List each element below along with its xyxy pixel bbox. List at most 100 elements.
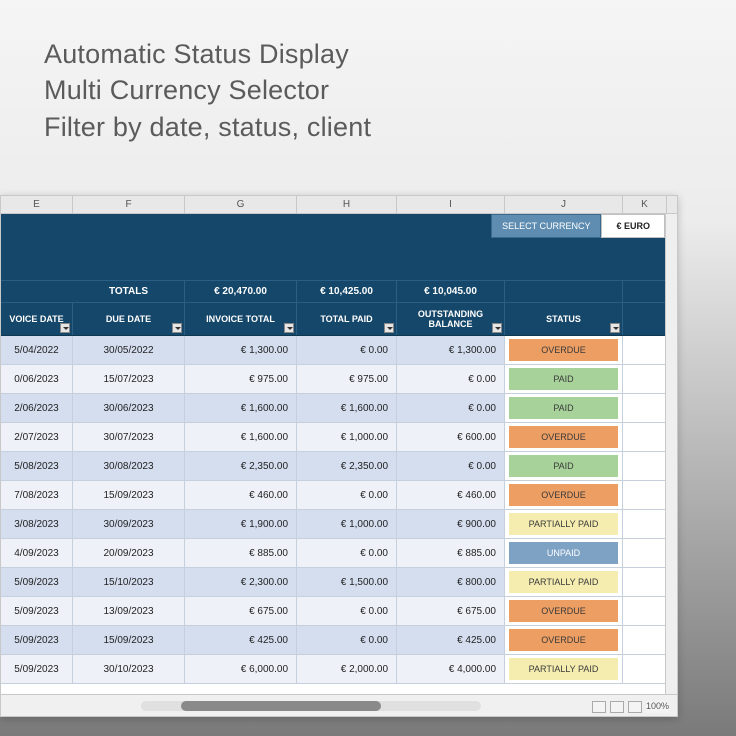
cell-outstanding[interactable]: € 0.00 <box>397 394 505 423</box>
cell-invoice-date[interactable]: 5/04/2022 <box>1 336 73 365</box>
cell-due-date[interactable]: 30/08/2023 <box>73 452 185 481</box>
cell-status[interactable]: UNPAID <box>505 539 623 568</box>
cell-invoice-date[interactable]: 5/09/2023 <box>1 626 73 655</box>
table-row[interactable]: 5/09/202315/09/2023€ 425.00€ 0.00€ 425.0… <box>1 626 677 655</box>
cell-total-paid[interactable]: € 0.00 <box>297 336 397 365</box>
header-status[interactable]: STATUS <box>505 303 623 335</box>
cell-total-paid[interactable]: € 2,350.00 <box>297 452 397 481</box>
cell-invoice-total[interactable]: € 675.00 <box>185 597 297 626</box>
cell-total-paid[interactable]: € 0.00 <box>297 539 397 568</box>
cell-total-paid[interactable]: € 1,600.00 <box>297 394 397 423</box>
cell-outstanding[interactable]: € 1,300.00 <box>397 336 505 365</box>
empty-cell[interactable] <box>623 423 667 452</box>
cell-total-paid[interactable]: € 0.00 <box>297 626 397 655</box>
table-row[interactable]: 5/08/202330/08/2023€ 2,350.00€ 2,350.00€… <box>1 452 677 481</box>
empty-cell[interactable] <box>623 452 667 481</box>
cell-outstanding[interactable]: € 900.00 <box>397 510 505 539</box>
currency-selector[interactable]: € EURO <box>601 214 665 238</box>
empty-cell[interactable] <box>623 481 667 510</box>
view-break-icon[interactable] <box>628 701 642 713</box>
cell-total-paid[interactable]: € 1,000.00 <box>297 510 397 539</box>
scrollbar-thumb[interactable] <box>181 701 381 711</box>
cell-outstanding[interactable]: € 885.00 <box>397 539 505 568</box>
col-letter[interactable]: H <box>297 196 397 213</box>
filter-icon[interactable] <box>172 323 182 333</box>
cell-invoice-date[interactable]: 5/09/2023 <box>1 597 73 626</box>
cell-invoice-date[interactable]: 2/06/2023 <box>1 394 73 423</box>
cell-outstanding[interactable]: € 600.00 <box>397 423 505 452</box>
cell-outstanding[interactable]: € 425.00 <box>397 626 505 655</box>
cell-status[interactable]: OVERDUE <box>505 336 623 365</box>
table-row[interactable]: 5/09/202330/10/2023€ 6,000.00€ 2,000.00€… <box>1 655 677 684</box>
table-row[interactable]: 4/09/202320/09/2023€ 885.00€ 0.00€ 885.0… <box>1 539 677 568</box>
table-row[interactable]: 2/07/202330/07/2023€ 1,600.00€ 1,000.00€… <box>1 423 677 452</box>
cell-outstanding[interactable]: € 460.00 <box>397 481 505 510</box>
filter-icon[interactable] <box>610 323 620 333</box>
cell-outstanding[interactable]: € 4,000.00 <box>397 655 505 684</box>
cell-invoice-total[interactable]: € 425.00 <box>185 626 297 655</box>
empty-cell[interactable] <box>623 336 667 365</box>
filter-icon[interactable] <box>284 323 294 333</box>
empty-cell[interactable] <box>623 568 667 597</box>
header-outstanding[interactable]: OUTSTANDING BALANCE <box>397 303 505 335</box>
cell-total-paid[interactable]: € 0.00 <box>297 481 397 510</box>
cell-invoice-total[interactable]: € 1,600.00 <box>185 423 297 452</box>
cell-invoice-total[interactable]: € 1,300.00 <box>185 336 297 365</box>
cell-total-paid[interactable]: € 0.00 <box>297 597 397 626</box>
cell-status[interactable]: OVERDUE <box>505 423 623 452</box>
cell-status[interactable]: OVERDUE <box>505 481 623 510</box>
cell-due-date[interactable]: 30/09/2023 <box>73 510 185 539</box>
cell-status[interactable]: PAID <box>505 365 623 394</box>
empty-cell[interactable] <box>623 626 667 655</box>
col-letter[interactable]: G <box>185 196 297 213</box>
cell-total-paid[interactable]: € 1,000.00 <box>297 423 397 452</box>
cell-invoice-total[interactable]: € 460.00 <box>185 481 297 510</box>
cell-total-paid[interactable]: € 975.00 <box>297 365 397 394</box>
cell-status[interactable]: PARTIALLY PAID <box>505 510 623 539</box>
cell-invoice-total[interactable]: € 2,300.00 <box>185 568 297 597</box>
table-row[interactable]: 5/04/202230/05/2022€ 1,300.00€ 0.00€ 1,3… <box>1 336 677 365</box>
table-row[interactable]: 5/09/202315/10/2023€ 2,300.00€ 1,500.00€… <box>1 568 677 597</box>
cell-status[interactable]: OVERDUE <box>505 626 623 655</box>
cell-due-date[interactable]: 30/10/2023 <box>73 655 185 684</box>
cell-invoice-date[interactable]: 2/07/2023 <box>1 423 73 452</box>
cell-invoice-total[interactable]: € 6,000.00 <box>185 655 297 684</box>
cell-status[interactable]: PARTIALLY PAID <box>505 655 623 684</box>
header-due-date[interactable]: DUE DATE <box>73 303 185 335</box>
table-row[interactable]: 7/08/202315/09/2023€ 460.00€ 0.00€ 460.0… <box>1 481 677 510</box>
cell-invoice-date[interactable]: 5/08/2023 <box>1 452 73 481</box>
cell-status[interactable]: PAID <box>505 452 623 481</box>
cell-invoice-total[interactable]: € 2,350.00 <box>185 452 297 481</box>
vertical-scrollbar[interactable] <box>665 214 677 694</box>
cell-invoice-date[interactable]: 0/06/2023 <box>1 365 73 394</box>
cell-outstanding[interactable]: € 800.00 <box>397 568 505 597</box>
header-total-paid[interactable]: TOTAL PAID <box>297 303 397 335</box>
cell-status[interactable]: PAID <box>505 394 623 423</box>
empty-cell[interactable] <box>623 510 667 539</box>
cell-outstanding[interactable]: € 675.00 <box>397 597 505 626</box>
header-invoice-date[interactable]: VOICE DATE <box>1 303 73 335</box>
cell-outstanding[interactable]: € 0.00 <box>397 365 505 394</box>
table-row[interactable]: 3/08/202330/09/2023€ 1,900.00€ 1,000.00€… <box>1 510 677 539</box>
cell-invoice-date[interactable]: 3/08/2023 <box>1 510 73 539</box>
cell-invoice-date[interactable]: 5/09/2023 <box>1 655 73 684</box>
empty-cell[interactable] <box>623 655 667 684</box>
cell-total-paid[interactable]: € 2,000.00 <box>297 655 397 684</box>
table-row[interactable]: 0/06/202315/07/2023€ 975.00€ 975.00€ 0.0… <box>1 365 677 394</box>
col-letter[interactable]: K <box>623 196 667 213</box>
view-normal-icon[interactable] <box>592 701 606 713</box>
cell-invoice-total[interactable]: € 1,900.00 <box>185 510 297 539</box>
cell-due-date[interactable]: 20/09/2023 <box>73 539 185 568</box>
cell-due-date[interactable]: 30/06/2023 <box>73 394 185 423</box>
view-page-icon[interactable] <box>610 701 624 713</box>
header-invoice-total[interactable]: INVOICE TOTAL <box>185 303 297 335</box>
cell-due-date[interactable]: 15/09/2023 <box>73 626 185 655</box>
cell-due-date[interactable]: 15/09/2023 <box>73 481 185 510</box>
col-letter[interactable]: I <box>397 196 505 213</box>
cell-outstanding[interactable]: € 0.00 <box>397 452 505 481</box>
filter-icon[interactable] <box>384 323 394 333</box>
cell-due-date[interactable]: 13/09/2023 <box>73 597 185 626</box>
filter-icon[interactable] <box>60 323 70 333</box>
cell-invoice-date[interactable]: 7/08/2023 <box>1 481 73 510</box>
cell-invoice-total[interactable]: € 975.00 <box>185 365 297 394</box>
